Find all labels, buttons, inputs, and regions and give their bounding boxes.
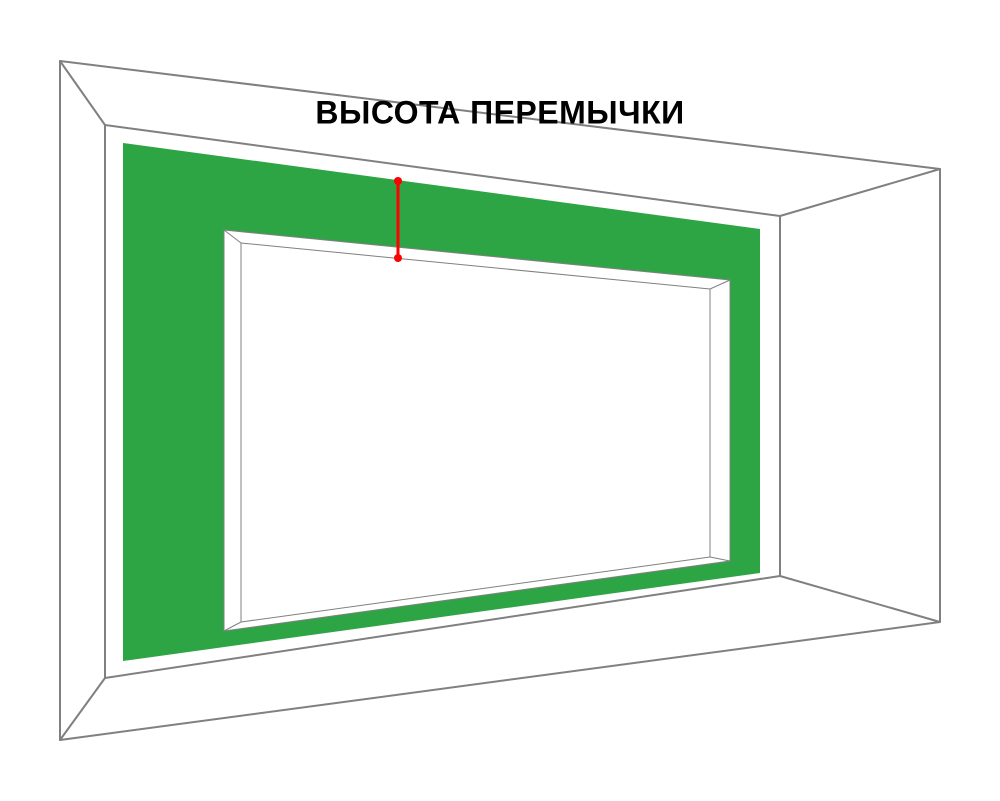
opening-jamb <box>224 230 730 631</box>
jamb-inner-edge <box>241 243 710 622</box>
diagram-title: ВЫСОТА ПЕРЕМЫЧКИ <box>315 94 684 130</box>
measure-endpoint-bottom <box>394 254 402 262</box>
measure-endpoint-top <box>394 177 402 185</box>
lintel-height-diagram: ВЫСОТА ПЕРЕМЫЧКИ <box>0 0 1000 801</box>
front-wall <box>123 143 760 661</box>
